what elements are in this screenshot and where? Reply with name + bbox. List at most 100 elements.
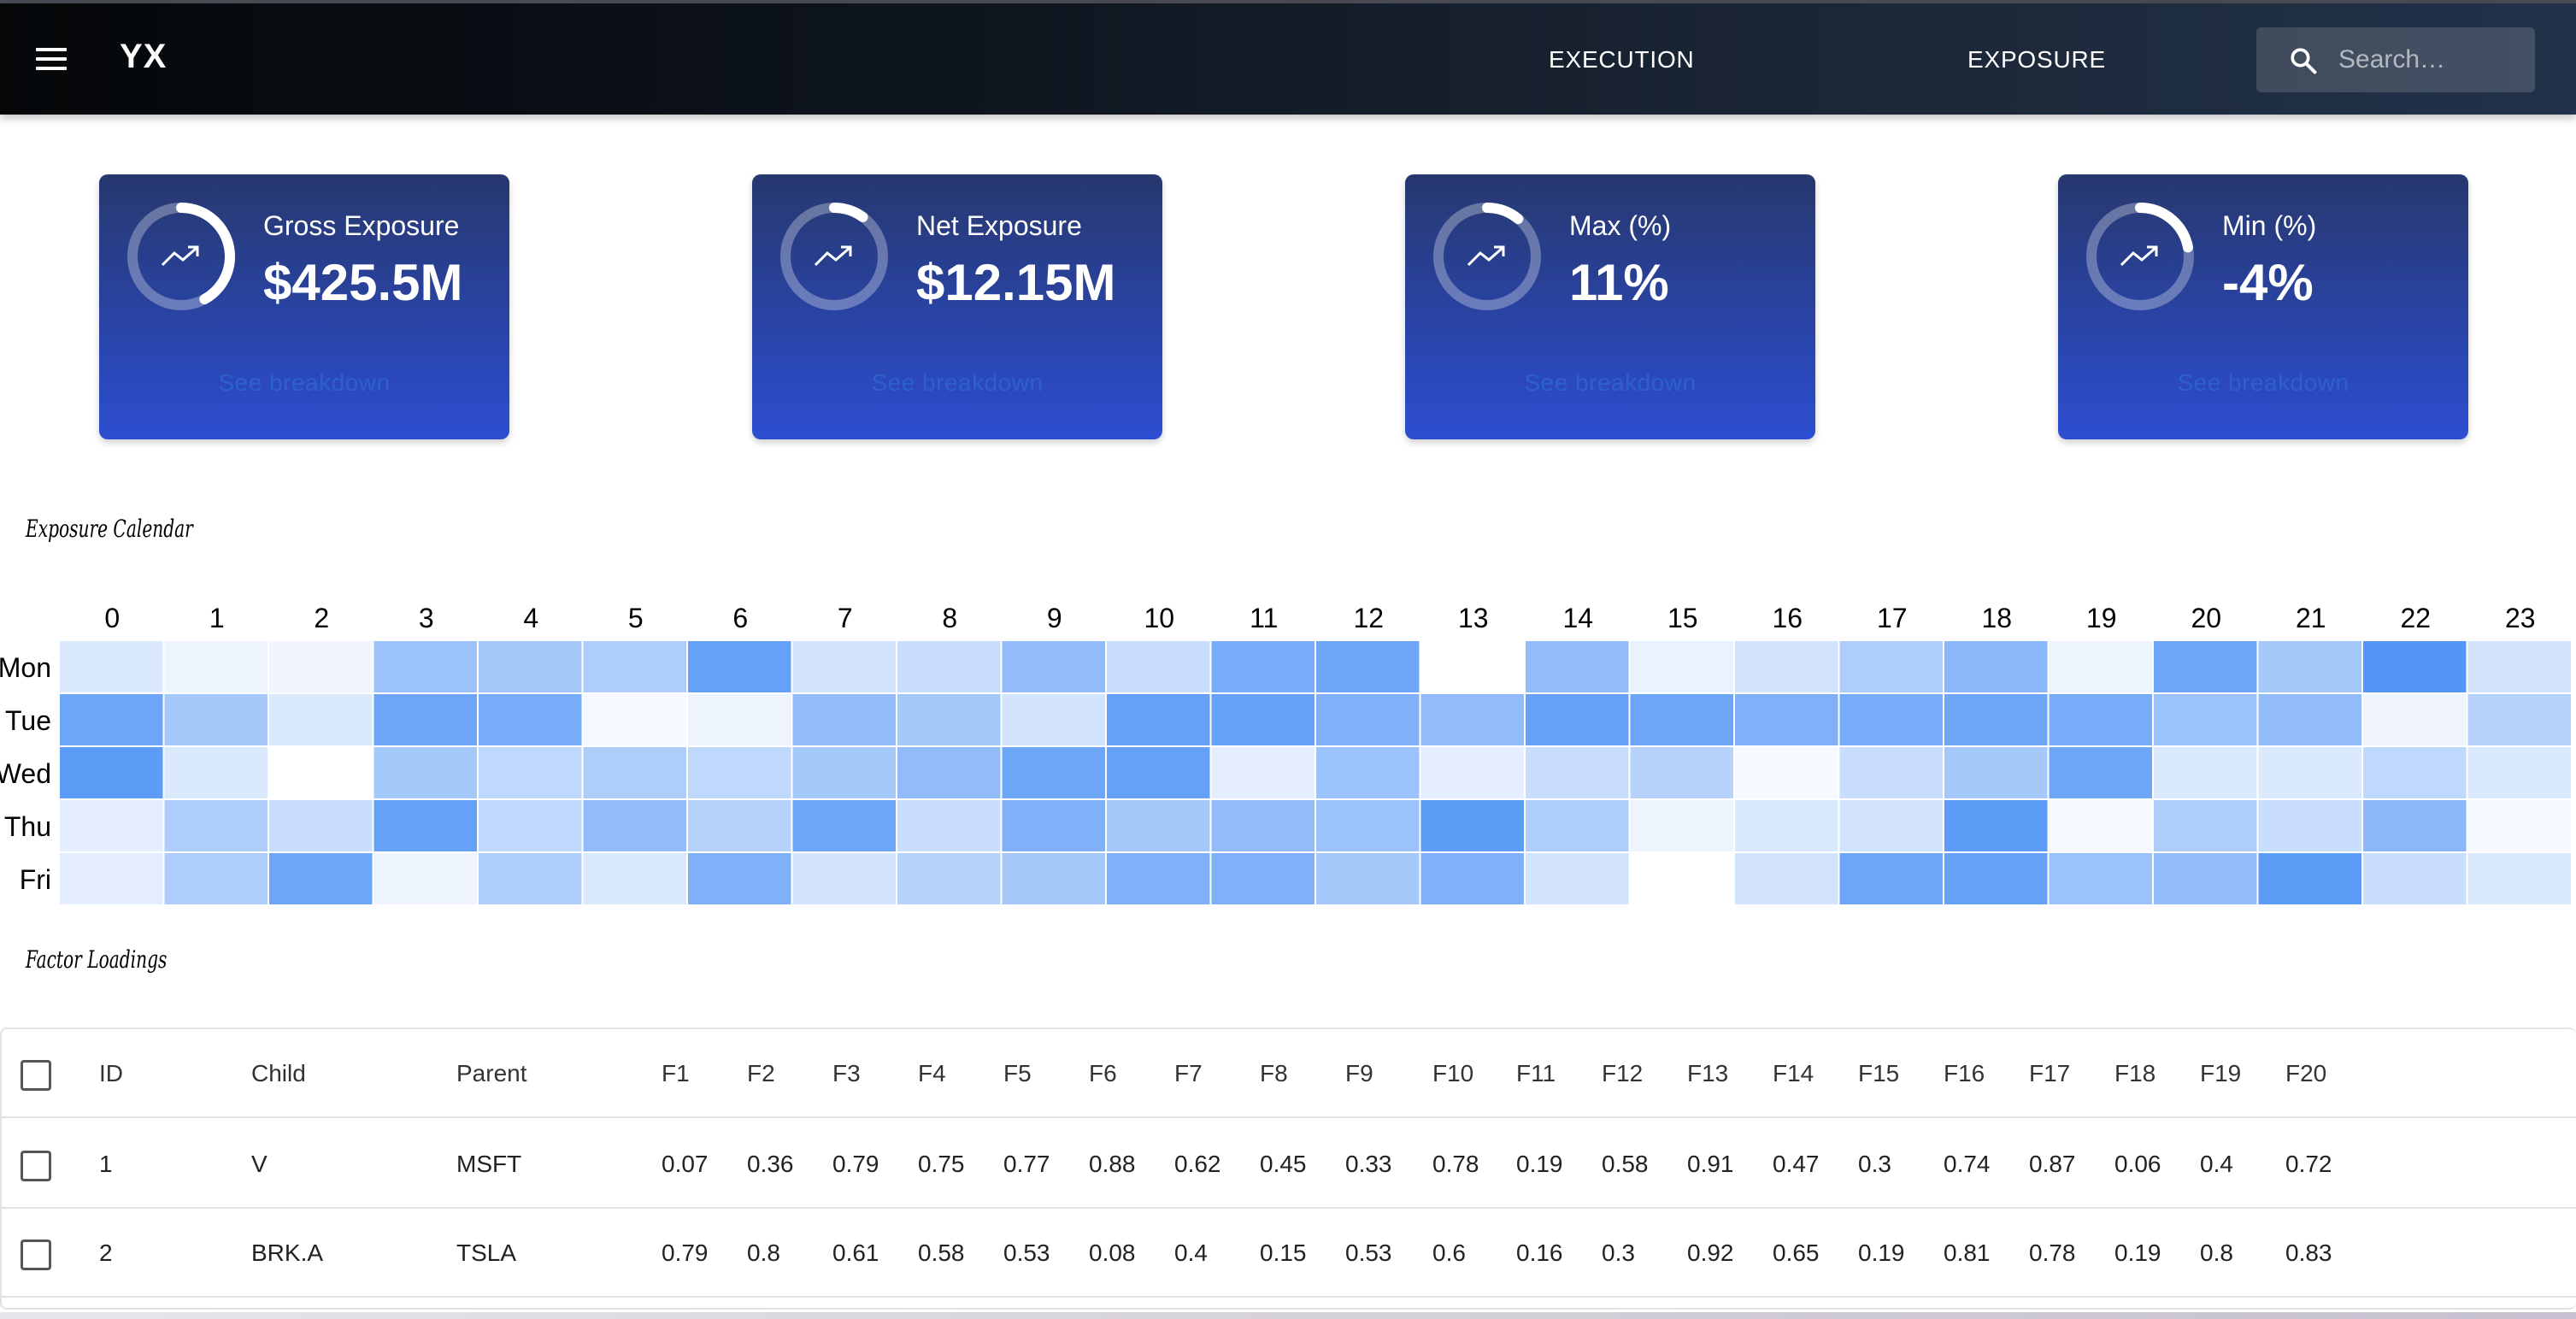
heatmap-cell[interactable] [583,694,687,745]
heatmap-cell[interactable] [1630,641,1734,692]
heatmap-cell[interactable] [1839,800,1944,851]
heatmap-cell[interactable] [1316,694,1420,745]
heatmap-cell[interactable] [1420,694,1525,745]
column-header-f14[interactable]: F14 [1773,1060,1814,1086]
heatmap-cell[interactable] [1316,747,1420,798]
heatmap-cell[interactable] [2258,641,2362,692]
heatmap-cell[interactable] [2154,800,2257,851]
heatmap-cell[interactable] [1735,694,1838,745]
heatmap-cell[interactable] [1107,641,1210,692]
heatmap-cell[interactable] [2363,853,2467,904]
heatmap-cell[interactable] [1944,800,2048,851]
heatmap-cell[interactable] [1526,853,1629,904]
heatmap-cell[interactable] [2049,853,2153,904]
heatmap-cell[interactable] [2363,800,2467,851]
heatmap-cell[interactable] [1002,853,1106,904]
brand-logo[interactable]: YX [120,38,168,75]
heatmap-cell[interactable] [583,641,687,692]
see-breakdown-link[interactable]: See breakdown [871,369,1044,396]
column-header-f9[interactable]: F9 [1345,1060,1373,1086]
heatmap-cell[interactable] [1630,694,1734,745]
column-header-f13[interactable]: F13 [1687,1060,1729,1086]
see-breakdown-link[interactable]: See breakdown [1524,369,1697,396]
heatmap-cell[interactable] [269,747,373,798]
column-header-f3[interactable]: F3 [832,1060,861,1086]
column-header-f17[interactable]: F17 [2029,1060,2071,1086]
heatmap-cell[interactable] [897,853,1001,904]
column-header-f1[interactable]: F1 [662,1060,690,1086]
heatmap-cell[interactable] [792,800,897,851]
see-breakdown-link[interactable]: See breakdown [218,369,391,396]
heatmap-cell[interactable] [1211,800,1315,851]
heatmap-cell[interactable] [1630,853,1734,904]
heatmap-cell[interactable] [897,800,1001,851]
heatmap-cell[interactable] [1839,853,1944,904]
heatmap-cell[interactable] [1107,747,1210,798]
heatmap-cell[interactable] [60,853,163,904]
heatmap-cell[interactable] [2467,694,2572,745]
heatmap-cell[interactable] [1211,747,1315,798]
column-header-f16[interactable]: F16 [1944,1060,1985,1086]
heatmap-cell[interactable] [60,641,163,692]
heatmap-cell[interactable] [897,747,1001,798]
heatmap-cell[interactable] [1630,747,1734,798]
column-header-f19[interactable]: F19 [2200,1060,2242,1086]
heatmap-cell[interactable] [688,694,791,745]
search-input[interactable] [2338,41,2518,79]
column-header-parent[interactable]: Parent [456,1060,527,1086]
heatmap-cell[interactable] [2258,694,2362,745]
heatmap-cell[interactable] [164,694,268,745]
heatmap-cell[interactable] [2049,747,2153,798]
heatmap-cell[interactable] [1839,694,1944,745]
heatmap-cell[interactable] [583,800,687,851]
heatmap-cell[interactable] [583,747,687,798]
heatmap-cell[interactable] [1107,853,1210,904]
heatmap-cell[interactable] [1316,641,1420,692]
heatmap-cell[interactable] [2258,747,2362,798]
heatmap-cell[interactable] [2467,641,2572,692]
heatmap-cell[interactable] [1002,641,1106,692]
heatmap-cell[interactable] [269,800,373,851]
heatmap-cell[interactable] [2258,853,2362,904]
menu-icon[interactable] [34,44,70,74]
see-breakdown-link[interactable]: See breakdown [2177,369,2350,396]
heatmap-cell[interactable] [688,800,791,851]
heatmap-cell[interactable] [164,641,268,692]
heatmap-cell[interactable] [1420,800,1525,851]
column-header-f2[interactable]: F2 [747,1060,775,1086]
heatmap-cell[interactable] [1735,853,1838,904]
heatmap-cell[interactable] [2467,800,2572,851]
row-checkbox[interactable] [21,1240,51,1270]
column-header-f8[interactable]: F8 [1260,1060,1288,1086]
heatmap-cell[interactable] [1735,800,1838,851]
heatmap-cell[interactable] [373,694,478,745]
heatmap-cell[interactable] [2467,747,2572,798]
heatmap-cell[interactable] [164,800,268,851]
column-header-f20[interactable]: F20 [2285,1060,2327,1086]
heatmap-cell[interactable] [1735,641,1838,692]
heatmap-cell[interactable] [2154,694,2257,745]
heatmap-cell[interactable] [1107,694,1210,745]
heatmap-cell[interactable] [1420,747,1525,798]
column-header-f7[interactable]: F7 [1174,1060,1203,1086]
column-header-f4[interactable]: F4 [918,1060,946,1086]
heatmap-cell[interactable] [2154,853,2257,904]
heatmap-cell[interactable] [688,641,791,692]
nav-execution[interactable]: EXECUTION [1549,46,1695,73]
heatmap-cell[interactable] [479,641,582,692]
heatmap-cell[interactable] [1630,800,1734,851]
heatmap-cell[interactable] [1735,747,1838,798]
heatmap-cell[interactable] [1316,853,1420,904]
heatmap-cell[interactable] [1002,800,1106,851]
heatmap-cell[interactable] [2363,641,2467,692]
heatmap-cell[interactable] [792,694,897,745]
heatmap-cell[interactable] [897,694,1001,745]
heatmap-cell[interactable] [269,641,373,692]
heatmap-cell[interactable] [1211,694,1315,745]
heatmap-cell[interactable] [373,800,478,851]
heatmap-cell[interactable] [1002,747,1106,798]
heatmap-cell[interactable] [1839,641,1944,692]
heatmap-cell[interactable] [2049,800,2153,851]
table-row[interactable]: 1 V MSFT 0.07 0.36 0.79 0.75 0.77 0.88 0.62 0.45 0.… [2,1120,2576,1209]
heatmap-cell[interactable] [2154,641,2257,692]
